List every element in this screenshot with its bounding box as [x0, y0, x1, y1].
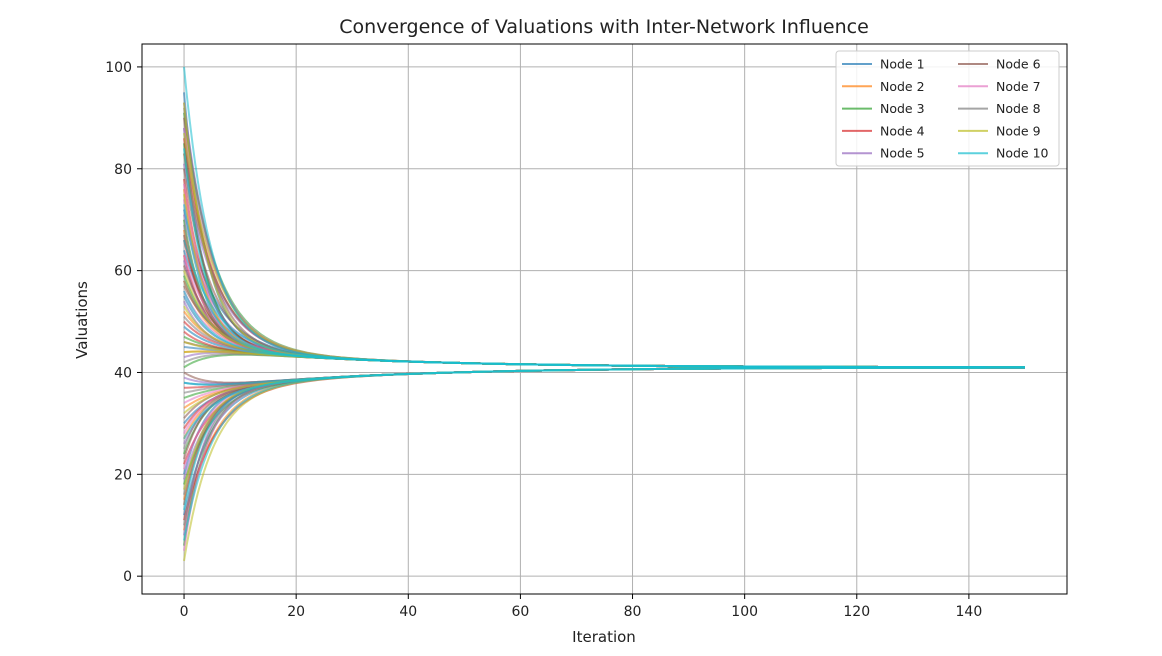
series-line-node-10	[183, 204, 1025, 369]
series-line-node-4	[183, 320, 1025, 369]
series-line-node-10	[183, 325, 1025, 369]
y-tick-label: 40	[114, 365, 132, 381]
series-line-node-10	[183, 366, 1025, 511]
series-line-node-8	[183, 366, 1025, 526]
x-tick-label: 120	[843, 604, 870, 620]
series-line-node-4	[183, 366, 1025, 430]
legend-label: Node 9	[996, 123, 1041, 138]
series-line-node-5	[183, 214, 1025, 369]
series-line-node-8	[183, 224, 1025, 369]
series-line-node-3	[183, 366, 1025, 485]
series-line-node-10	[183, 148, 1025, 369]
series-line-node-2	[183, 366, 1025, 501]
y-tick-label: 60	[114, 264, 132, 280]
series-line-node-2	[183, 188, 1025, 369]
legend-label: Node 5	[880, 146, 925, 161]
series-line-node-3	[183, 219, 1025, 369]
series-line-node-1	[183, 366, 1025, 425]
series-line-node-9	[183, 366, 1025, 562]
series-line-node-8	[183, 366, 1025, 495]
series-line-node-5	[183, 366, 1025, 480]
series-line-node-4	[183, 255, 1025, 369]
series-line-node-6	[183, 265, 1025, 369]
plot-area-frame	[141, 43, 1068, 595]
series-line-node-3	[183, 366, 1025, 546]
series-line-node-9	[183, 366, 1025, 490]
series-line-node-7	[183, 255, 1025, 369]
series-line-node-7	[183, 366, 1025, 551]
legend-label: Node 3	[880, 101, 925, 116]
x-tick-label: 40	[399, 604, 417, 620]
legend-box	[835, 50, 1060, 167]
series-lines	[183, 66, 1025, 562]
series-line-node-5	[183, 260, 1025, 369]
series-line-node-3	[183, 143, 1025, 369]
y-tick-label: 100	[105, 60, 132, 76]
series-line-node-2	[183, 229, 1025, 369]
series-line-node-1	[183, 209, 1025, 369]
series-line-node-6	[183, 168, 1025, 369]
series-line-node-7	[183, 325, 1025, 369]
legend-label: Node 7	[996, 79, 1041, 94]
legend-label: Node 6	[996, 57, 1041, 72]
y-tick-label: 80	[114, 162, 132, 178]
series-line-node-5	[183, 366, 1025, 536]
x-tick-label: 20	[287, 604, 305, 620]
series-line-node-4	[183, 366, 1025, 521]
series-line-node-8	[183, 153, 1025, 369]
series-line-node-7	[183, 183, 1025, 369]
x-axis-label: Iteration	[572, 628, 636, 646]
series-line-node-8	[183, 315, 1025, 369]
chart-title: Convergence of Valuations with Inter-Net…	[339, 16, 869, 38]
series-line-node-1	[183, 366, 1025, 475]
x-tick-label: 140	[956, 604, 983, 620]
x-tick-label: 80	[624, 604, 642, 620]
series-line-node-9	[183, 366, 1025, 414]
series-line-node-2	[183, 366, 1025, 531]
legend-label: Node 10	[996, 146, 1049, 161]
series-line-node-5	[183, 163, 1025, 369]
x-tick-label: 60	[511, 604, 529, 620]
series-line-node-2	[183, 153, 1025, 369]
legend-label: Node 4	[880, 123, 925, 138]
series-line-node-4	[183, 138, 1025, 369]
series-line-node-4	[183, 330, 1025, 369]
axis-ticks: 0 20 40 60 80 100 120 140 0 20 40 60 80 100	[105, 60, 982, 620]
series-line-node-4	[183, 366, 1025, 465]
y-tick-label: 0	[123, 569, 132, 585]
series-line-node-6	[183, 234, 1025, 369]
x-tick-label: 100	[731, 604, 758, 620]
series-line-node-7	[183, 366, 1025, 470]
y-axis-label: Valuations	[73, 281, 91, 359]
legend-label: Node 1	[880, 57, 925, 72]
legend-label: Node 8	[996, 101, 1041, 116]
series-line-node-7	[183, 199, 1025, 369]
series-line-node-10	[183, 366, 1025, 541]
series-line-node-3	[183, 335, 1025, 369]
series-line-node-6	[183, 366, 1025, 419]
series-line-node-9	[183, 194, 1025, 369]
series-line-node-4	[183, 239, 1025, 369]
series-line-node-6	[183, 366, 1025, 506]
legend: Node 1 Node 2 Node 3 Node 4 Node 5 Node 6 Node…	[835, 50, 1060, 167]
legend-label: Node 2	[880, 79, 925, 94]
series-line-node-1	[183, 250, 1025, 369]
series-line-node-10	[183, 239, 1025, 369]
series-line-node-2	[183, 366, 1025, 409]
series-line-node-2	[183, 310, 1025, 369]
y-tick-label: 20	[114, 467, 132, 483]
series-line-node-1	[183, 366, 1025, 516]
series-line-node-7	[183, 366, 1025, 435]
x-tick-label: 0	[180, 604, 189, 620]
series-line-node-4	[183, 178, 1025, 369]
series-line-node-9	[183, 132, 1025, 369]
